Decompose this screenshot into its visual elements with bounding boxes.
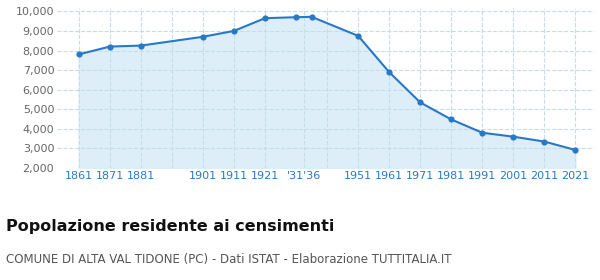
Point xyxy=(229,29,239,33)
Point xyxy=(136,43,146,48)
Point xyxy=(539,139,549,144)
Text: COMUNE DI ALTA VAL TIDONE (PC) - Dati ISTAT - Elaborazione TUTTITALIA.IT: COMUNE DI ALTA VAL TIDONE (PC) - Dati IS… xyxy=(6,253,452,266)
Point xyxy=(385,70,394,74)
Point xyxy=(198,34,208,39)
Point xyxy=(74,52,83,57)
Point xyxy=(508,134,518,139)
Point xyxy=(415,100,425,105)
Point xyxy=(105,44,115,49)
Text: Popolazione residente ai censimenti: Popolazione residente ai censimenti xyxy=(6,219,334,234)
Point xyxy=(446,117,456,122)
Point xyxy=(291,15,301,19)
Point xyxy=(353,34,363,38)
Point xyxy=(478,130,487,135)
Point xyxy=(260,16,270,20)
Point xyxy=(571,148,580,152)
Point xyxy=(307,15,316,19)
